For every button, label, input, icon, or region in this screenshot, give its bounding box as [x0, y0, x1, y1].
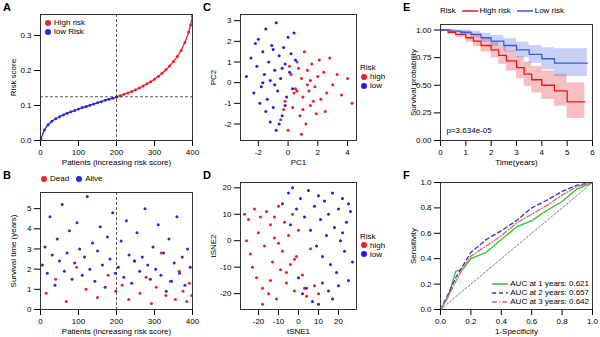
html-text:F: F [403, 169, 410, 181]
svg-text:0.2: 0.2 [420, 280, 432, 289]
svg-text:0: 0 [296, 317, 301, 326]
html-text:low Risk: low Risk [54, 27, 84, 36]
svg-text:PC1: PC1 [291, 158, 307, 167]
svg-text:tSNE2: tSNE2 [209, 234, 218, 258]
svg-text:0: 0 [38, 317, 43, 326]
html-text:High risk: High risk [54, 18, 86, 27]
svg-text:Risk score: Risk score [9, 58, 18, 96]
svg-text:3: 3 [227, 16, 232, 25]
svg-text:0.50: 0.50 [416, 81, 432, 90]
svg-text:-10: -10 [220, 263, 232, 272]
svg-text:0.00: 0.00 [416, 136, 432, 145]
html-text:high: high [370, 72, 386, 81]
svg-text:2: 2 [27, 265, 32, 274]
html-text:high: high [370, 240, 386, 250]
svg-text:2: 2 [227, 37, 232, 46]
svg-text:Sensitivity: Sensitivity [409, 228, 418, 264]
svg-text:2: 2 [316, 148, 321, 157]
svg-text:-20: -20 [253, 317, 265, 326]
html-text:low: low [370, 81, 382, 90]
svg-text:0.4: 0.4 [496, 317, 508, 326]
svg-text:0: 0 [27, 305, 32, 314]
svg-text:0.1: 0.1 [20, 101, 32, 110]
svg-text:Survival probability: Survival probability [409, 49, 418, 116]
svg-text:10: 10 [223, 210, 232, 219]
html-text:B: B [3, 169, 11, 181]
svg-text:PC2: PC2 [209, 69, 218, 85]
svg-text:-20: -20 [220, 289, 232, 298]
html-text:A: A [3, 1, 11, 13]
svg-text:400: 400 [186, 317, 200, 326]
svg-text:0.0: 0.0 [20, 136, 32, 145]
html-text:low: low [370, 249, 382, 259]
svg-text:100: 100 [72, 317, 86, 326]
svg-text:10: 10 [314, 317, 323, 326]
svg-text:Patients (increasing risk scor: Patients (increasing risk score) [62, 158, 172, 167]
svg-text:20: 20 [334, 317, 343, 326]
svg-text:300: 300 [148, 148, 162, 157]
svg-text:0.6: 0.6 [420, 229, 432, 238]
html-text:AUC at 1 years: 0.621: AUC at 1 years: 0.621 [510, 279, 589, 288]
svg-text:-10: -10 [273, 317, 285, 326]
html-text:Risk: Risk [440, 6, 456, 15]
svg-text:3: 3 [27, 245, 32, 254]
svg-text:0.0: 0.0 [435, 317, 447, 326]
svg-text:p=3.634e-05: p=3.634e-05 [447, 126, 493, 135]
svg-text:0.2: 0.2 [20, 66, 32, 75]
html-text:AUC at 2 years: 0.657: AUC at 2 years: 0.657 [510, 288, 589, 297]
svg-text:-2: -2 [224, 120, 232, 129]
html-text:Risk: Risk [360, 63, 376, 72]
svg-text:200: 200 [110, 148, 124, 157]
html-text:Low risk: Low risk [534, 6, 564, 15]
html-text:Alive: Alive [85, 174, 103, 183]
html-text:C: C [203, 1, 211, 13]
html-text:E: E [403, 1, 411, 13]
svg-text:0: 0 [227, 78, 232, 87]
html-text:Risk: Risk [360, 231, 376, 241]
svg-text:0.3: 0.3 [20, 31, 32, 40]
svg-text:Patients (increasing risk scor: Patients (increasing risk score) [62, 327, 172, 336]
svg-text:-1: -1 [224, 99, 232, 108]
svg-text:0.4: 0.4 [420, 254, 432, 263]
svg-text:5: 5 [27, 204, 32, 213]
svg-text:400: 400 [186, 148, 200, 157]
svg-text:1.0: 1.0 [420, 178, 432, 187]
svg-text:2: 2 [489, 148, 494, 157]
svg-text:4: 4 [27, 224, 32, 233]
svg-text:200: 200 [110, 317, 124, 326]
html-text:Dead: Dead [50, 174, 70, 183]
svg-text:0.0: 0.0 [420, 305, 432, 314]
svg-text:0.8: 0.8 [557, 317, 569, 326]
svg-text:3: 3 [514, 148, 519, 157]
svg-text:Time(years): Time(years) [495, 158, 538, 167]
svg-text:1-Specificity: 1-Specificity [495, 327, 538, 336]
svg-text:0.25: 0.25 [416, 108, 432, 117]
svg-text:0: 0 [286, 148, 291, 157]
svg-text:1.00: 1.00 [416, 26, 432, 35]
svg-text:0: 0 [438, 148, 443, 157]
svg-text:100: 100 [72, 148, 86, 157]
html-text:High risk: High risk [479, 6, 511, 15]
svg-text:0.6: 0.6 [526, 317, 538, 326]
svg-text:1: 1 [27, 285, 32, 294]
svg-text:0: 0 [38, 148, 43, 157]
svg-text:0.2: 0.2 [465, 317, 477, 326]
svg-text:6: 6 [590, 148, 595, 157]
svg-text:300: 300 [148, 317, 162, 326]
svg-text:1.0: 1.0 [587, 317, 599, 326]
svg-text:0.75: 0.75 [416, 53, 432, 62]
svg-text:4: 4 [345, 148, 350, 157]
svg-text:-2: -2 [255, 148, 263, 157]
svg-text:4: 4 [540, 148, 545, 157]
svg-text:0: 0 [227, 236, 232, 245]
svg-text:20: 20 [223, 183, 232, 192]
svg-text:5: 5 [565, 148, 570, 157]
svg-text:0.8: 0.8 [420, 203, 432, 212]
svg-text:1: 1 [464, 148, 469, 157]
html-text:AUC at 3 years: 0.642: AUC at 3 years: 0.642 [510, 297, 589, 306]
html-text:D: D [203, 169, 211, 181]
svg-text:tSNE1: tSNE1 [287, 327, 311, 336]
svg-text:Survival time (years): Survival time (years) [9, 214, 18, 287]
svg-text:1: 1 [227, 58, 232, 67]
